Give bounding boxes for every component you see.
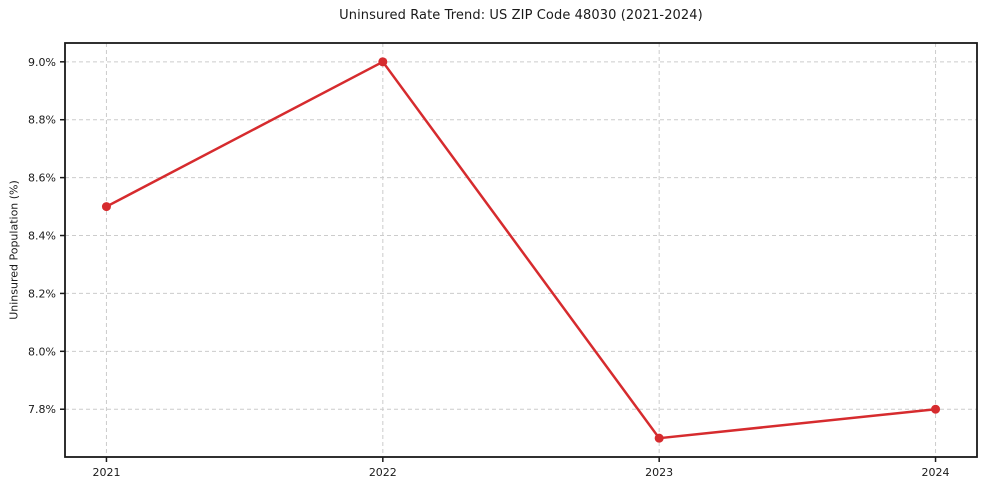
y-tick-label: 8.8% bbox=[28, 114, 56, 127]
y-tick-label: 8.0% bbox=[28, 345, 56, 358]
y-tick-label: 7.8% bbox=[28, 403, 56, 416]
data-point-marker bbox=[931, 404, 941, 414]
y-tick-label: 8.2% bbox=[28, 287, 56, 300]
x-tick-label: 2023 bbox=[645, 466, 673, 479]
data-point-marker bbox=[101, 202, 111, 212]
x-tick-label: 2022 bbox=[369, 466, 397, 479]
data-point-marker bbox=[378, 57, 388, 67]
x-tick-label: 2021 bbox=[92, 466, 120, 479]
y-tick-label: 9.0% bbox=[28, 56, 56, 69]
y-tick-label: 8.6% bbox=[28, 172, 56, 185]
x-tick-label: 2024 bbox=[922, 466, 950, 479]
data-point-marker bbox=[654, 433, 664, 443]
plot-frame bbox=[64, 42, 978, 458]
data-line bbox=[105, 60, 937, 440]
chart-title: Uninsured Rate Trend: US ZIP Code 48030 … bbox=[339, 8, 703, 23]
y-tick-label: 8.4% bbox=[28, 230, 56, 243]
